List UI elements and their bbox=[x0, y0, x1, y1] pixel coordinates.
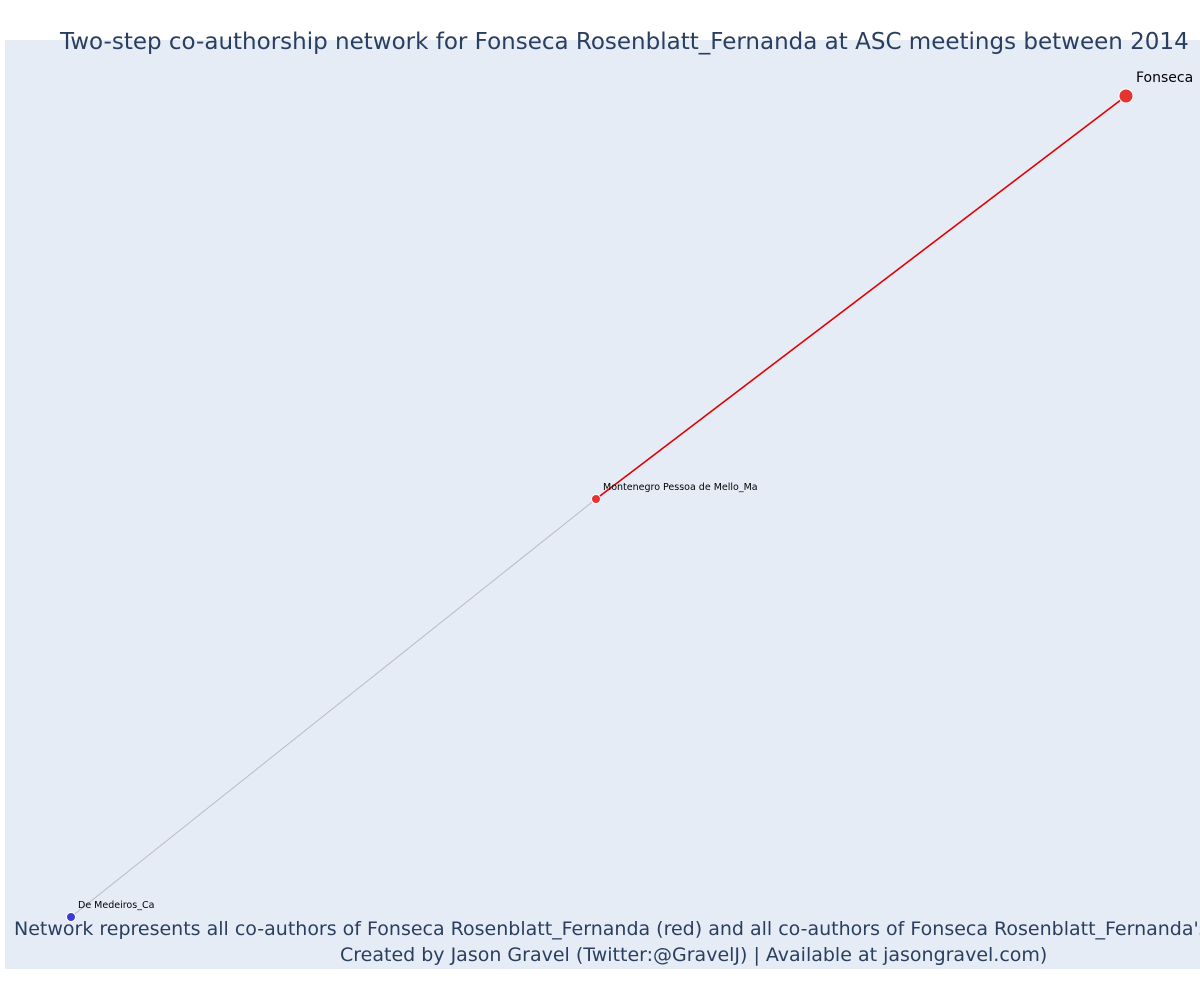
chart-title: Two-step co-authorship network for Fonse… bbox=[60, 29, 1189, 55]
node-fonseca[interactable] bbox=[1118, 88, 1134, 104]
caption-description: Network represents all co-authors of Fon… bbox=[14, 918, 1200, 940]
caption-credit: Created by Jason Gravel (Twitter:@Gravel… bbox=[340, 944, 1048, 966]
node-demedeiros[interactable] bbox=[66, 912, 76, 922]
node-label-fonseca: Fonseca bbox=[1136, 70, 1193, 86]
edge-montenegro-demedeiros bbox=[70, 498, 597, 918]
edge-fonseca-montenegro bbox=[595, 95, 1127, 500]
plot-area bbox=[5, 40, 1200, 969]
node-label-demedeiros: De Medeiros_Ca bbox=[78, 900, 154, 911]
node-montenegro[interactable] bbox=[591, 494, 601, 504]
node-label-montenegro: Montenegro Pessoa de Mello_Ma bbox=[603, 482, 758, 493]
